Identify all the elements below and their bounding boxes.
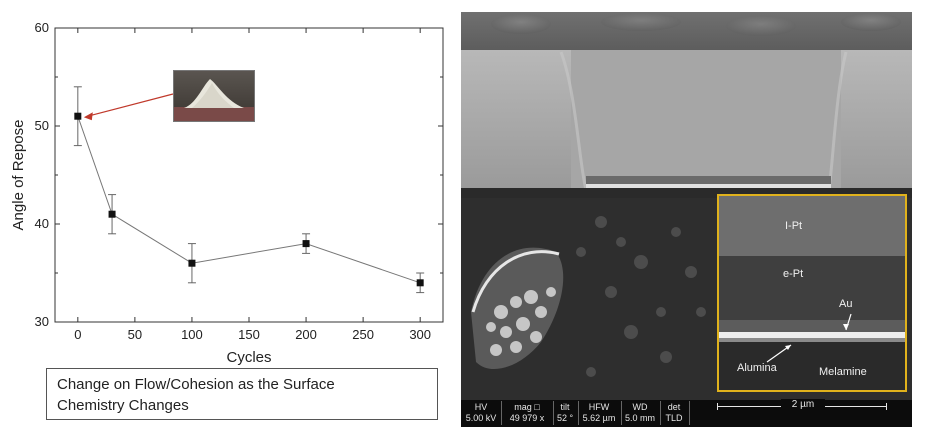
y-tick-label: 40 [35, 216, 49, 231]
x-tick-label: 250 [352, 327, 374, 342]
series-line [77, 116, 421, 284]
powder-pile-photo [173, 70, 255, 122]
callout-arrowhead [83, 112, 93, 121]
data-point [108, 210, 116, 218]
y-tick-label: 30 [35, 314, 49, 329]
x-tick-label: 200 [295, 327, 317, 342]
caption-line-2: Chemistry Changes [57, 397, 189, 414]
y-tick-label: 50 [35, 118, 49, 133]
callout-arrow [87, 93, 174, 117]
inset-closeup: I-Pt e-Pt Au Alumina Melamine [717, 194, 907, 392]
scale-text: 2 µm [781, 399, 825, 410]
inset-label-ept: e-Pt [783, 268, 804, 280]
data-point [302, 240, 310, 248]
hfw-label: HFW [588, 402, 610, 412]
x-tick-label: 50 [128, 327, 142, 342]
det-label: det [667, 402, 681, 412]
mag-label: mag □ [514, 402, 540, 412]
data-point [74, 112, 82, 120]
inset-label-ipt: I-Pt [785, 220, 803, 232]
hv-value: 5.00 kV [465, 413, 497, 423]
angle-of-repose-chart: 0 50 100 150 200 250 300 30 40 50 60 Angle of Repo… [10, 20, 444, 366]
x-tick-label: 0 [74, 327, 81, 342]
inset-label-melamine: Melamine [819, 366, 867, 378]
inset-label-alumina: Alumina [737, 362, 777, 374]
y-axis-title: Angle of Repose [10, 120, 27, 231]
x-tick-label: 150 [238, 327, 260, 342]
data-point [416, 279, 424, 287]
y-tick-label: 60 [35, 20, 49, 35]
inset-label-au: Au [839, 298, 853, 310]
hv-label: HV [474, 402, 488, 412]
tilt-label: tilt [560, 402, 570, 412]
hfw-value: 5.62 µm [582, 413, 616, 423]
wd-value: 5.0 mm [624, 413, 655, 423]
scale-tick-right [886, 403, 887, 410]
det-value: TLD [665, 413, 683, 423]
data-point [188, 259, 196, 267]
wd-label: WD [632, 402, 648, 412]
x-tick-label: 100 [181, 327, 203, 342]
tilt-value: 52 ° [556, 413, 574, 423]
x-axis-title: Cycles [226, 349, 271, 366]
caption-line-1: Change on Flow/Cohesion as the Surface [57, 376, 335, 393]
x-tick-label: 300 [409, 327, 431, 342]
sem-databar: HV 5.00 kV mag □ 49 979 x tilt 52 ° HFW … [461, 399, 912, 427]
sem-micrograph: I-Pt e-Pt Au Alumina Melamine HV 5.00 kV… [461, 12, 912, 427]
mag-value: 49 979 x [509, 413, 545, 423]
sem-image [461, 12, 912, 402]
scale-tick-left [717, 403, 718, 410]
chart-caption: Change on Flow/Cohesion as the Surface C… [46, 368, 438, 420]
